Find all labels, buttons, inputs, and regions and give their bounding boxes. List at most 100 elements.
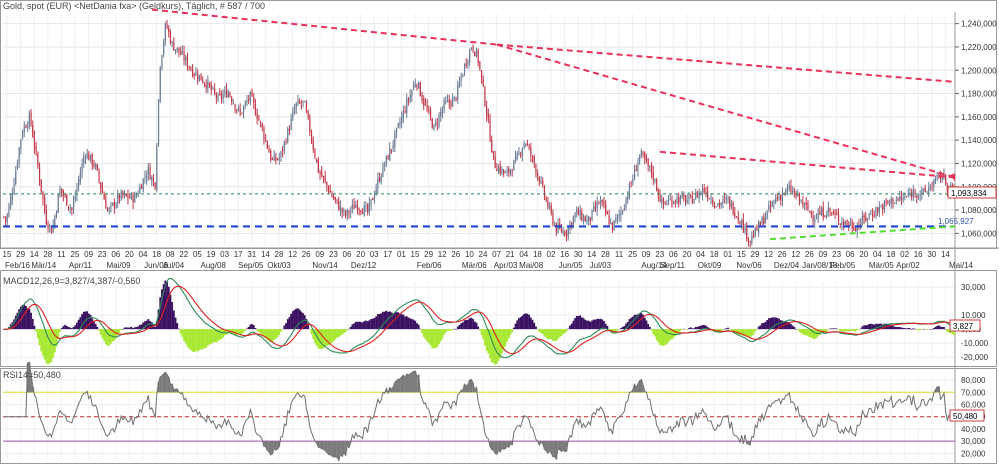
price-candle-body — [778, 196, 780, 200]
price-tick-label: 1,220,000 — [961, 43, 997, 52]
x-day-tick: 04 — [519, 250, 528, 259]
macd-histogram-bar — [609, 329, 612, 332]
macd-histogram-bar — [655, 329, 658, 340]
macd-histogram-bar — [927, 329, 930, 330]
macd-histogram-bar — [60, 328, 63, 330]
macd-histogram-bar — [268, 329, 270, 342]
price-candle-body — [83, 157, 85, 164]
price-candle-body — [890, 198, 892, 204]
macd-histogram-bar — [686, 329, 689, 330]
price-candle-body — [435, 121, 437, 124]
price-candle-body — [469, 50, 471, 63]
macd-histogram-bar — [361, 322, 364, 330]
price-candle-body — [50, 226, 53, 234]
price-candle-body — [480, 70, 483, 79]
price-candle-body — [797, 193, 799, 196]
price-candle-body — [197, 74, 199, 80]
price-candle-body — [140, 186, 143, 189]
macd-histogram-bar — [830, 328, 833, 330]
macd-histogram-bar — [144, 321, 146, 330]
price-candle-body — [690, 195, 692, 197]
price-candle-body — [887, 200, 889, 203]
price-candle-body — [516, 153, 518, 159]
macd-histogram-bar — [631, 316, 634, 330]
price-candle-body — [13, 183, 15, 195]
price-candle-body — [729, 196, 731, 208]
macd-histogram-bar — [13, 319, 15, 330]
x-day-tick: 28 — [43, 250, 52, 259]
price-candle-body — [644, 153, 646, 160]
macd-histogram-bar — [387, 311, 389, 330]
price-candle-body — [754, 227, 756, 237]
macd-histogram-bar — [767, 318, 770, 330]
price-candle-body — [724, 197, 726, 199]
macd-histogram-bar — [363, 321, 366, 330]
macd-histogram-bar — [127, 327, 129, 330]
macd-histogram-bar — [535, 326, 537, 330]
price-candle-body — [399, 122, 401, 125]
price-candle-body — [936, 174, 938, 178]
price-candle-body — [858, 224, 860, 226]
macd-histogram-bar — [203, 329, 206, 349]
macd-histogram-bar — [744, 329, 746, 336]
macd-histogram-bar — [291, 311, 294, 330]
x-day-tick: 23 — [832, 250, 841, 259]
price-candle-body — [657, 190, 659, 196]
price-candle-body — [108, 208, 110, 211]
price-candle-body — [523, 143, 525, 149]
price-candle-body — [168, 27, 170, 33]
macd-histogram-bar — [125, 327, 128, 330]
price-candle-body — [392, 145, 394, 149]
price-candle-body — [283, 141, 285, 150]
price-candle-body — [892, 198, 894, 205]
price-candle-body — [356, 204, 359, 211]
price-candle-body — [452, 98, 454, 108]
price-candle-body — [832, 211, 835, 214]
macd-histogram-bar — [354, 321, 357, 330]
macd-histogram-bar — [359, 321, 362, 330]
x-day-tick: 14 — [941, 250, 950, 259]
macd-histogram-bar — [550, 329, 553, 340]
price-candle-body — [147, 166, 149, 175]
macd-histogram-bar — [43, 329, 46, 360]
price-candle-body — [681, 194, 683, 198]
macd-histogram-bar — [932, 328, 935, 330]
macd-histogram-bar — [579, 315, 582, 330]
price-candle-body — [633, 168, 636, 180]
macd-histogram-bar — [616, 329, 619, 331]
macd-histogram-bar — [172, 310, 175, 330]
macd-histogram-bar — [344, 329, 347, 333]
macd-histogram-bar — [263, 329, 265, 338]
price-candle-body — [115, 203, 117, 209]
price-candle-body — [871, 214, 874, 217]
macd-histogram-bar — [487, 329, 490, 354]
macd-histogram-bar — [859, 328, 862, 330]
price-candle-body — [540, 180, 542, 183]
price-candle-body — [467, 61, 469, 65]
price-candle-body — [18, 147, 20, 163]
macd-histogram-bar — [582, 318, 585, 330]
macd-histogram-bar — [201, 329, 204, 350]
x-day-tick: 06 — [343, 250, 352, 259]
price-candle-body — [894, 202, 896, 204]
macd-histogram-bar — [53, 329, 56, 353]
price-candle-body — [815, 218, 818, 220]
price-candle-body — [877, 207, 879, 213]
macd-histogram-bar — [300, 311, 303, 330]
macd-histogram-bar — [373, 317, 376, 330]
price-candle-body — [402, 110, 404, 118]
macd-histogram-bar — [329, 329, 332, 344]
price-candle-body — [339, 206, 342, 211]
price-candle-body — [921, 189, 923, 194]
price-candle-body — [156, 146, 158, 190]
x-month-label: Nov/06 — [736, 261, 762, 270]
price-candle-body — [780, 195, 782, 200]
macd-histogram-bar — [35, 329, 38, 332]
x-month-label: Apr/11 — [69, 261, 93, 270]
macd-histogram-bar — [50, 329, 53, 363]
price-candle-body — [795, 193, 797, 197]
price-candle-body — [411, 90, 413, 97]
price-candle-body — [215, 93, 217, 99]
price-candle-body — [761, 217, 763, 225]
macd-histogram-bar — [482, 329, 485, 340]
